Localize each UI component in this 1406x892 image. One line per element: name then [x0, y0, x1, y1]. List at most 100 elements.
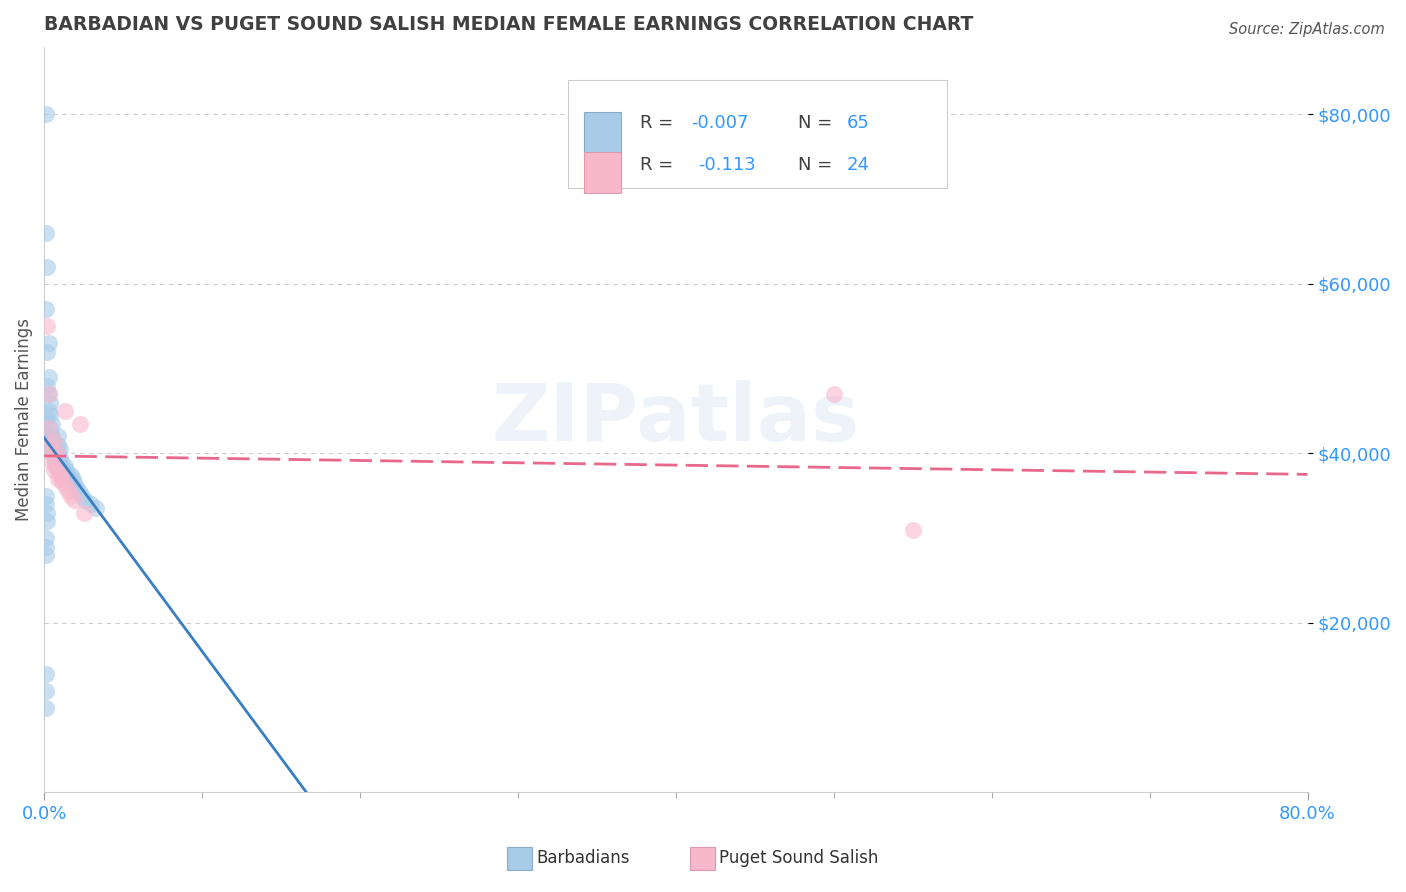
Point — [41, 446, 63, 460]
Point — [34, 107, 56, 121]
Point — [34, 489, 56, 503]
Text: Barbadians: Barbadians — [537, 849, 630, 867]
Point — [34, 421, 56, 435]
Point — [34, 540, 56, 554]
Point — [46, 472, 69, 486]
Point — [37, 344, 59, 359]
Point — [37, 506, 59, 520]
Text: 65: 65 — [846, 114, 869, 133]
Point — [53, 467, 76, 482]
Point — [37, 378, 59, 392]
Point — [55, 463, 77, 477]
Point — [51, 472, 73, 486]
Point — [53, 404, 76, 418]
Point — [34, 683, 56, 698]
Point — [45, 446, 67, 460]
Point — [45, 459, 67, 474]
Point — [42, 438, 65, 452]
Point — [38, 387, 60, 401]
Point — [52, 463, 75, 477]
Point — [42, 463, 65, 477]
Point — [70, 489, 93, 503]
Point — [44, 446, 66, 460]
Bar — [583, 112, 621, 153]
Point — [41, 442, 63, 457]
Point — [39, 438, 62, 452]
Point — [34, 302, 56, 317]
Point — [34, 429, 56, 443]
Point — [46, 429, 69, 443]
Point — [84, 501, 107, 516]
Point — [41, 455, 63, 469]
Bar — [583, 152, 621, 193]
Text: ZIPatlas: ZIPatlas — [492, 381, 860, 458]
Point — [34, 412, 56, 426]
FancyBboxPatch shape — [568, 80, 948, 188]
Point — [46, 455, 69, 469]
Point — [34, 497, 56, 511]
Text: BARBADIAN VS PUGET SOUND SALISH MEDIAN FEMALE EARNINGS CORRELATION CHART: BARBADIAN VS PUGET SOUND SALISH MEDIAN F… — [44, 15, 973, 34]
Point — [39, 421, 62, 435]
Point — [34, 531, 56, 545]
Point — [59, 489, 82, 503]
Point — [63, 493, 86, 508]
Point — [38, 404, 60, 418]
Point — [42, 446, 65, 460]
Point — [41, 438, 63, 452]
Text: N =: N = — [799, 155, 838, 174]
Point — [37, 514, 59, 528]
Text: 24: 24 — [846, 155, 869, 174]
Point — [75, 493, 97, 508]
Text: -0.113: -0.113 — [699, 155, 756, 174]
Point — [41, 417, 63, 431]
Point — [901, 523, 924, 537]
Text: R =: R = — [641, 155, 685, 174]
Point — [42, 434, 65, 448]
Point — [45, 455, 67, 469]
Point — [39, 438, 62, 452]
Point — [34, 700, 56, 714]
Point — [39, 429, 62, 443]
Point — [44, 455, 66, 469]
Point — [46, 446, 69, 460]
Point — [51, 459, 73, 474]
Point — [34, 666, 56, 681]
Point — [39, 395, 62, 409]
Point — [38, 387, 60, 401]
Text: -0.007: -0.007 — [690, 114, 748, 133]
Point — [69, 417, 91, 431]
Point — [42, 442, 65, 457]
Text: Source: ZipAtlas.com: Source: ZipAtlas.com — [1229, 22, 1385, 37]
Text: R =: R = — [641, 114, 679, 133]
Point — [38, 336, 60, 351]
Point — [52, 476, 75, 491]
Point — [65, 480, 87, 494]
Point — [44, 450, 66, 465]
Point — [823, 387, 845, 401]
Point — [37, 260, 59, 274]
Point — [49, 467, 72, 482]
Point — [46, 438, 69, 452]
Point — [51, 455, 73, 469]
Point — [59, 467, 82, 482]
Point — [37, 319, 59, 334]
Text: N =: N = — [799, 114, 838, 133]
Point — [39, 409, 62, 423]
Point — [62, 472, 84, 486]
Point — [44, 459, 66, 474]
Point — [80, 497, 103, 511]
Point — [49, 442, 72, 457]
Point — [58, 472, 80, 486]
Point — [67, 484, 90, 499]
Point — [34, 548, 56, 562]
Point — [56, 484, 79, 499]
Y-axis label: Median Female Earnings: Median Female Earnings — [15, 318, 32, 521]
Point — [38, 421, 60, 435]
Point — [55, 480, 77, 494]
Point — [63, 476, 86, 491]
Point — [56, 467, 79, 482]
Point — [34, 438, 56, 452]
Point — [72, 506, 94, 520]
Point — [34, 226, 56, 240]
Point — [42, 450, 65, 465]
